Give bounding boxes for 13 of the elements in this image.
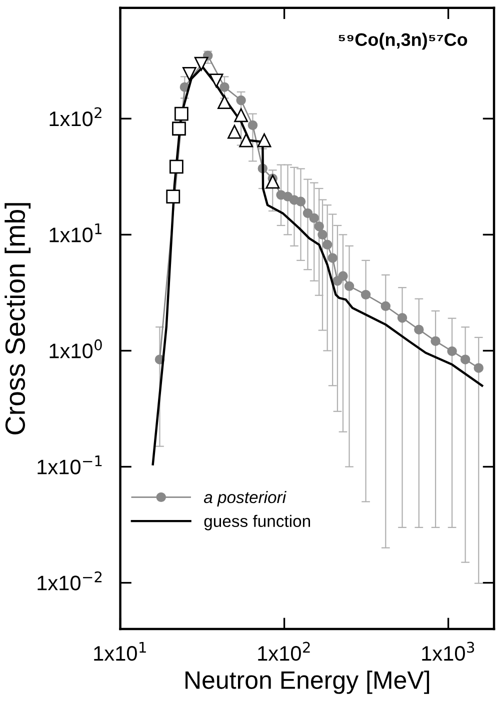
legend-label: a posteriori	[204, 490, 286, 506]
y-tick-label: 1x10$^{−2}$	[38, 571, 102, 590]
x-axis-title: Neutron Energy [MeV]	[186, 670, 430, 694]
y-tick-label: 1x10$^{0}$	[50, 339, 102, 358]
legend-label: guess function	[204, 514, 310, 530]
y-tick-label: 1x10$^{1}$	[50, 223, 102, 242]
annotation: ⁵⁹Co(n,3n)⁵⁷Co	[338, 32, 468, 50]
x-tick-label: 1x10$^{1}$	[94, 642, 146, 661]
y-tick-label: 1x10$^{−1}$	[38, 456, 102, 474]
x-tick-label: 1x10$^{2}$	[258, 642, 310, 661]
y-axis-title: Cross Section [mb]	[4, 203, 31, 434]
y-tick-label: 1x10$^{2}$	[50, 107, 102, 126]
x-tick-label: 1x10$^{3}$	[422, 642, 474, 661]
